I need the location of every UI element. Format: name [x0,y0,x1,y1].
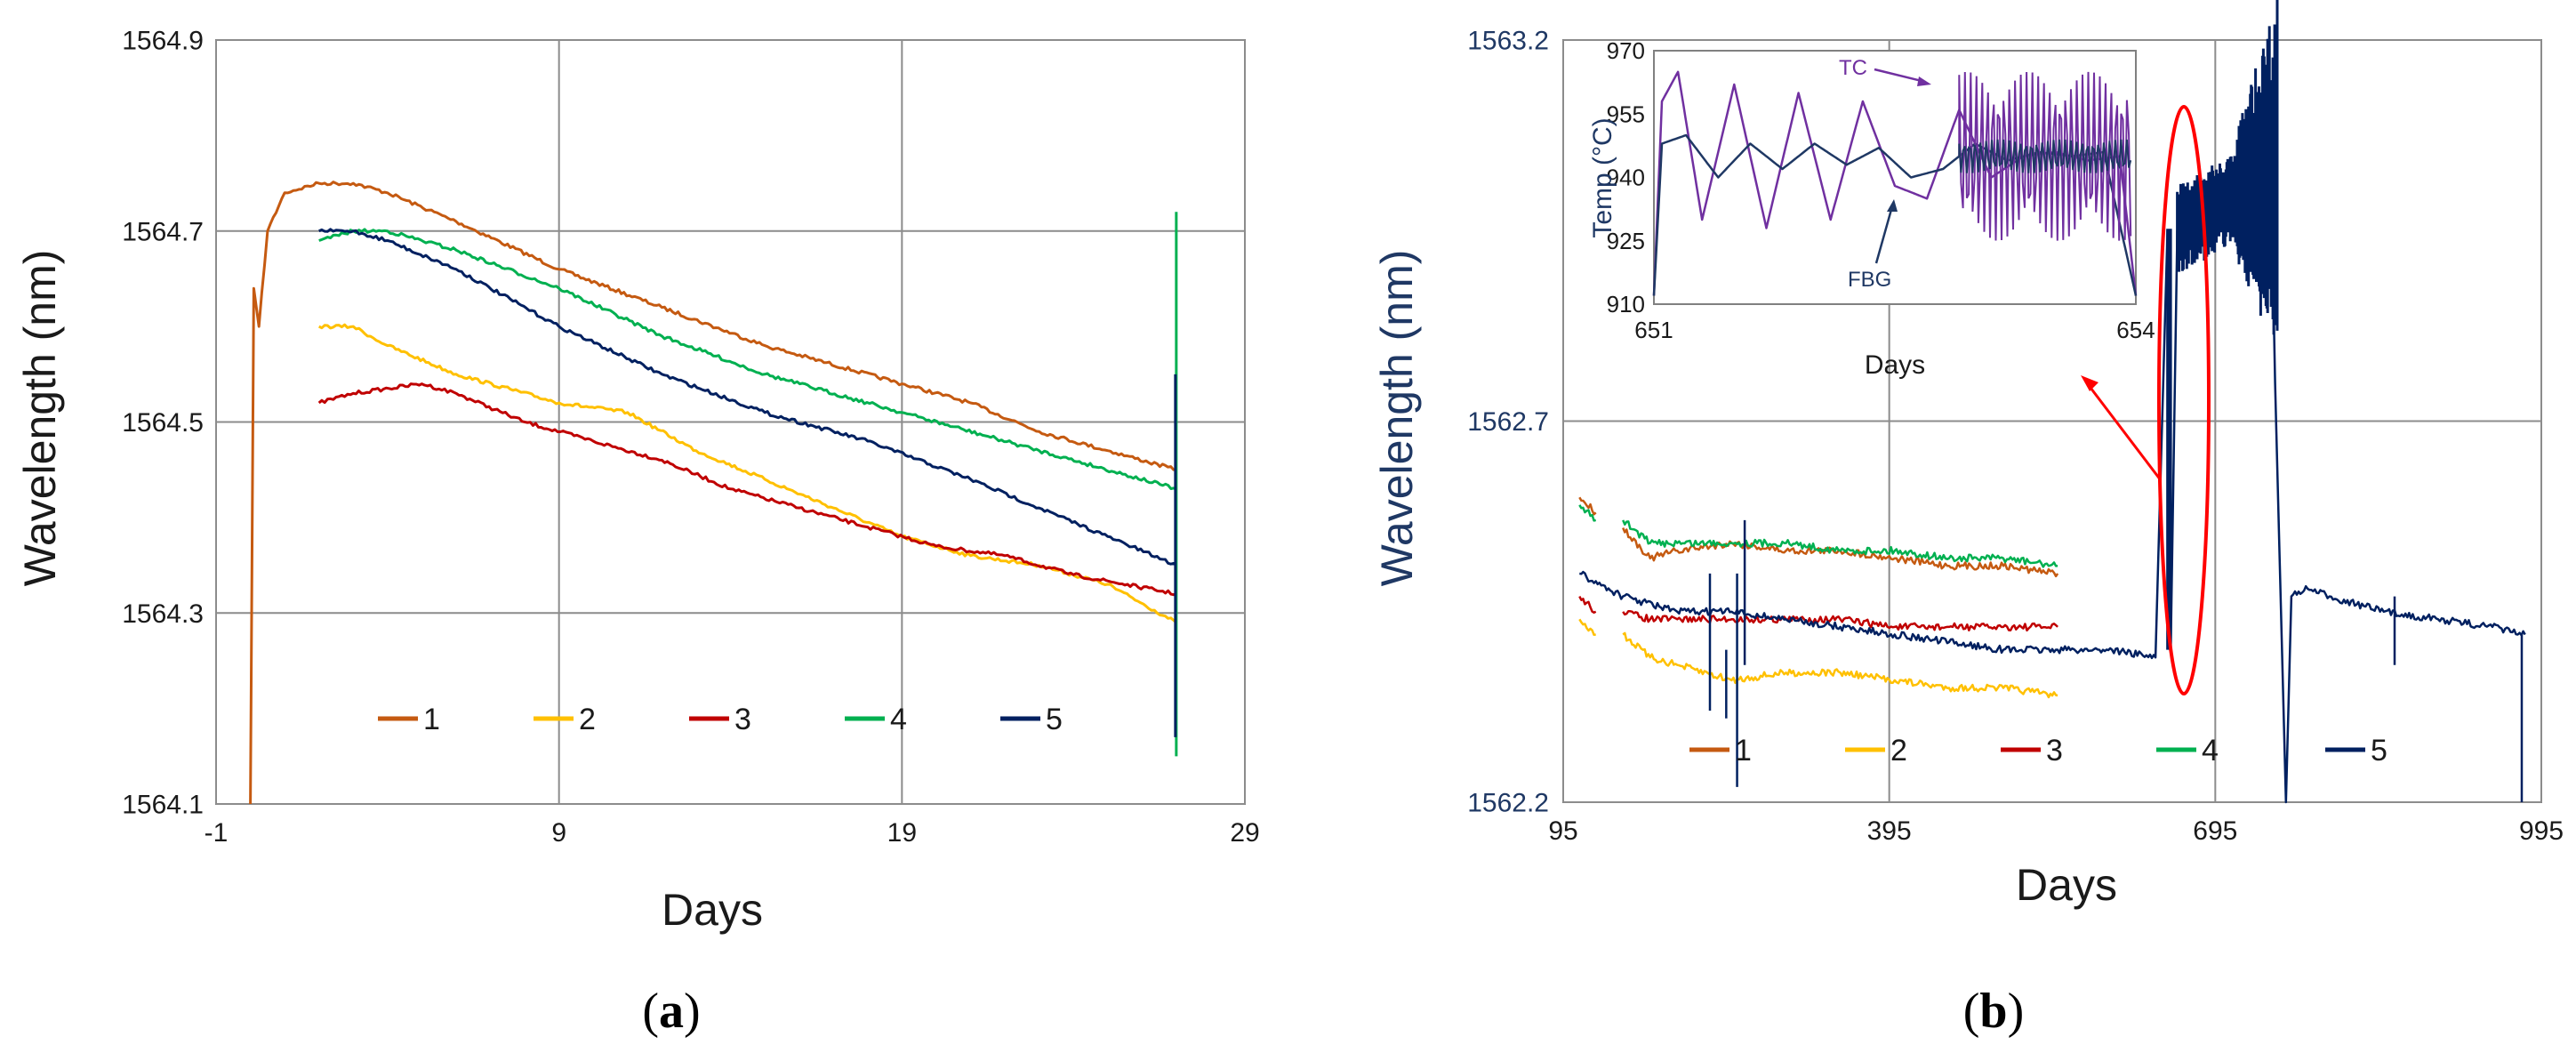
panel-b-caption: (b) [1963,984,2024,1039]
inset-annotation-tc: TC [1839,56,1867,80]
panel-a-caption: (a) [642,984,700,1039]
panel-b-legend-label-1: 1 [1735,734,1752,768]
b-x-tick-label: 995 [2519,816,2564,846]
a-x-tick-label: -1 [205,818,229,848]
a-y-tick-label: 1564.3 [122,599,204,629]
inset-x-axis-label: Days [1865,350,1925,380]
panel-b-y-tick-labels: 1562.2 1562.7 1563.2 [1467,27,1549,818]
i-x-tick-label: 654 [2116,317,2155,343]
panel-b-caption-letter: b [1979,984,2007,1039]
panel-a: 1564.1 1564.3 1564.5 1564.7 1564.9 -1 9 19 29 D… [15,27,1260,1040]
panel-a-x-tick-labels: -1 9 19 29 [205,818,1260,848]
figure-canvas: 1564.1 1564.3 1564.5 1564.7 1564.9 -1 9 19 29 D… [0,0,2576,1053]
panel-b: 1562.2 1562.7 1563.2 95 395 695 995 Days Wave… [1372,0,2564,1039]
panel-a-legend-label-1: 1 [423,703,440,736]
a-x-tick-label: 29 [1230,818,1259,848]
panel-b-legend-label-5: 5 [2371,734,2387,768]
panel-b-legend-label-3: 3 [2046,734,2063,768]
panel-b-x-tick-labels: 95 395 695 995 [1548,816,2564,846]
panel-a-legend-label-2: 2 [579,703,596,736]
panel-a-y-axis-label: Wavelength (nm) [15,250,65,587]
b-y-tick-label: 1562.7 [1467,407,1549,437]
panel-a-x-axis-label: Days [662,885,763,935]
i-y-tick-label: 970 [1607,37,1645,64]
panel-a-caption-letter: a [659,984,684,1039]
panel-a-y-tick-labels: 1564.1 1564.3 1564.5 1564.7 1564.9 [122,27,204,820]
b-y-tick-label: 1563.2 [1467,27,1549,56]
a-y-tick-label: 1564.1 [122,791,204,820]
b-x-tick-label: 395 [1867,816,1912,846]
a-y-tick-label: 1564.5 [122,408,204,438]
a-y-tick-label: 1564.7 [122,217,204,246]
panel-b-legend-label-4: 4 [2202,734,2219,768]
a-x-tick-label: 19 [887,818,917,848]
b-x-tick-label: 95 [1548,816,1577,846]
panel-b-x-axis-label: Days [2016,860,2117,910]
panel-a-legend-label-4: 4 [890,703,907,736]
b-y-tick-label: 1562.2 [1467,789,1549,818]
panel-b-y-axis-label: Wavelength (nm) [1372,250,1422,587]
i-x-tick-label: 651 [1634,317,1673,343]
i-y-tick-label: 910 [1607,291,1645,318]
a-y-tick-label: 1564.9 [122,27,204,56]
panel-a-legend-label-5: 5 [1046,703,1063,736]
panel-a-legend-label-3: 3 [734,703,751,736]
panel-b-legend-label-2: 2 [1890,734,1907,768]
b-series-5-spike [2168,230,2170,649]
inset-y-axis-label: Temp (°C) [1588,117,1617,237]
b-x-tick-label: 695 [2193,816,2237,846]
a-x-tick-label: 9 [551,818,566,848]
inset-annotation-fbg: FBG [1848,268,1891,292]
